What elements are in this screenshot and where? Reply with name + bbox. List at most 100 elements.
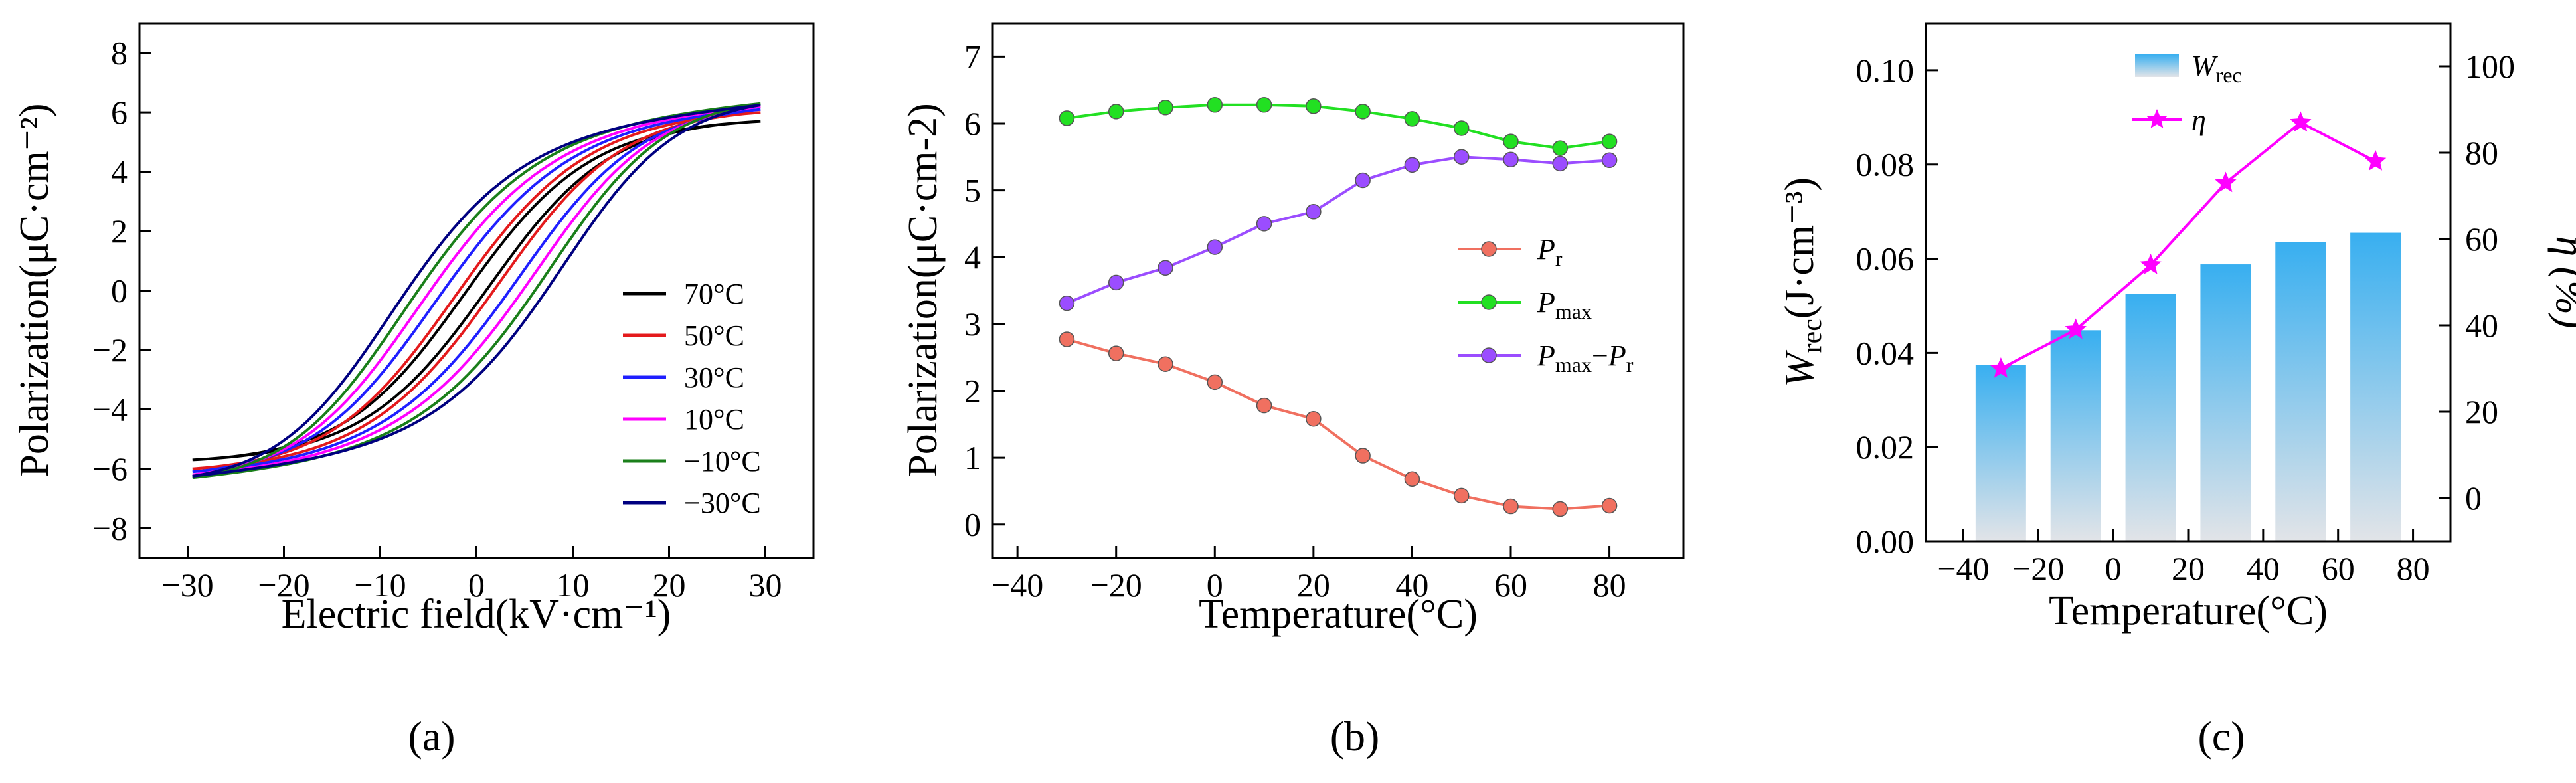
panel-c-y2-ticks: 0 20 40 60 80 100 (2439, 48, 2515, 517)
panel-b: −40 −20 0 20 40 60 80 0 1 2 3 4 5 6 7 Temperature(°C)… (901, 22, 1685, 760)
panel-b-legend-label-2: Pmax (1537, 286, 1592, 323)
panel-c-y2-tick-label: 80 (2465, 134, 2498, 171)
panel-b-point (1108, 104, 1124, 120)
panel-b-point (1256, 397, 1272, 414)
panel-b-point (1552, 501, 1569, 517)
panel-a-x-axis-title: Electric field(kV·cm⁻¹) (282, 592, 671, 637)
panel-a-loop-6 (192, 104, 761, 478)
panel-b-point (1158, 356, 1173, 372)
panel-b-y-ticks: 0 1 2 3 4 5 6 7 (964, 38, 1005, 543)
panel-a-x-tick-label: −10 (354, 566, 406, 604)
panel-a-label: (a) (408, 713, 455, 760)
panel-c-legend-swatch-1 (2135, 54, 2179, 77)
panel-b-y-tick-label: 0 (964, 506, 981, 543)
panel-b-point (1306, 410, 1322, 427)
panel-c-wrec-bar (2050, 330, 2101, 541)
panel-b-point (1453, 120, 1470, 136)
panel-c-y-tick-label: 0.00 (1856, 523, 1915, 560)
panel-b-y-tick-label: 7 (964, 38, 981, 75)
panel-b-point (1306, 98, 1322, 114)
panel-c-y2-axis-title: η (%) (2547, 236, 2576, 328)
panel-a-loop-3 (192, 108, 761, 474)
panel-b-point (1601, 152, 1618, 169)
panel-a-x-tick-label: −20 (258, 566, 309, 604)
panel-c-x-tick-label: −40 (1937, 550, 1989, 587)
panel-a-loop-5 (192, 102, 761, 479)
panel-c-label: (c) (2197, 713, 2245, 760)
panel-b-y-tick-label: 2 (964, 372, 981, 409)
panel-a-loop-2 (192, 111, 761, 470)
panel-b-legend-label-3-part-2: max (1555, 353, 1592, 377)
panel-b-x-tick-label: −40 (991, 566, 1043, 604)
panel-a-x-tick-label: 30 (749, 566, 782, 604)
panel-b-legend-label-2-part-2: max (1555, 300, 1592, 323)
panel-c-x-tick-label: 0 (2105, 550, 2122, 587)
panel-c-legend-label-1-part-2: rec (2216, 63, 2242, 87)
panel-b-x-axis-title: Temperature(°C) (1199, 592, 1478, 637)
panel-c-y2-tick-label: 20 (2465, 393, 2498, 430)
panel-c-plot-area (1975, 111, 2401, 541)
panel-b-point (1601, 497, 1618, 514)
panel-b-y-tick-label: 5 (964, 172, 981, 209)
panel-b-x-tick-label: 60 (1494, 566, 1527, 604)
panel-b-y-axis-title: Polarization(μC·cm-2) (901, 103, 946, 478)
panel-c-eta-point (2215, 171, 2237, 193)
panel-b-point (1108, 274, 1124, 291)
panel-c-x-tick-label: 40 (2247, 550, 2280, 587)
panel-b-point (1059, 331, 1075, 347)
panel-b-x-tick-label: 40 (1395, 566, 1428, 604)
panel-c-y-tick-label: 0.04 (1856, 334, 1915, 371)
panel-b-legend-label-2-part-1: P (1537, 286, 1555, 319)
panel-b-point (1503, 151, 1519, 168)
panel-b-x-ticks: −40 −20 0 20 40 60 80 (991, 546, 1626, 604)
panel-c-eta-point (2290, 111, 2312, 132)
panel-b-point (1256, 216, 1272, 232)
panel-c-x-tick-label: −20 (2012, 550, 2064, 587)
panel-a-loop-4 (192, 105, 761, 476)
panel-b-point (1404, 111, 1420, 127)
panel-b-x-tick-label: 20 (1297, 566, 1330, 604)
panel-b-y-tick-label: 6 (964, 105, 981, 142)
panel-a-y-tick-label: 8 (111, 35, 128, 72)
panel-c-x-tick-label: 80 (2397, 550, 2430, 587)
panel-c-y-axis-title-symbol: W (1777, 349, 1822, 387)
panel-b-point (1404, 471, 1420, 487)
panel-a-y-tick-label: 2 (111, 213, 128, 250)
panel-b-point (1355, 104, 1371, 120)
panel-b-x-tick-label: 80 (1593, 566, 1626, 604)
panel-a-legend-label-4: 10°C (684, 403, 744, 436)
panel-a-y-tick-label: −8 (92, 509, 128, 547)
panel-c-eta-point (2365, 150, 2387, 171)
panel-c-eta-point (1990, 357, 2012, 378)
panel-b-point (1108, 345, 1124, 361)
panel-b-point (1601, 133, 1618, 149)
panel-c-y-tick-label: 0.10 (1856, 52, 1915, 89)
panel-b-legend-label-3-part-5: r (1626, 353, 1634, 377)
panel-a-y-tick-label: 6 (111, 94, 128, 131)
panel-c-y-tick-label: 0.02 (1856, 428, 1915, 466)
panel-a-y-tick-label: −4 (92, 391, 128, 428)
panel-b-point (1503, 498, 1519, 515)
panel-b-legend-label-1-part-1: P (1537, 233, 1555, 266)
panel-b-x-tick-label: 0 (1207, 566, 1223, 604)
panel-c-wrec-bar (2125, 294, 2176, 541)
panel-c-y2-tick-label: 100 (2465, 48, 2515, 85)
panel-b-legend-label-1-part-2: r (1555, 246, 1563, 270)
panel-c-y-axis-title-unit: (J·cm⁻³) (1777, 177, 1822, 319)
panel-c-y-axis-title: Wrec(J·cm⁻³) (1777, 177, 1828, 387)
panel-c-y-axis-title-subscript: rec (1797, 319, 1828, 353)
panel-b-point (1355, 448, 1371, 464)
panel-b-label: (b) (1330, 713, 1380, 760)
panel-c-wrec-bar (2350, 232, 2401, 541)
panel-c-legend-marker-2 (2146, 109, 2168, 128)
panel-b-point (1059, 295, 1075, 311)
panel-c-y2-tick-label: 0 (2465, 479, 2482, 517)
panel-a-legend-label-6: −30°C (684, 487, 761, 519)
panel-b-y-tick-label: 3 (964, 305, 981, 343)
panel-a-y-tick-label: −6 (92, 450, 128, 487)
panel-b-series-line-2 (1067, 103, 1610, 150)
panel-a-legend: 70°C 50°C 30°C 10°C −10°C −30°C (623, 278, 761, 519)
panel-b-legend-label-3: Pmax−Pr (1537, 339, 1634, 377)
